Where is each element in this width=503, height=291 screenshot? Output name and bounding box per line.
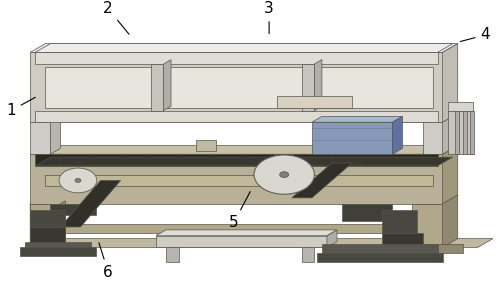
Text: 1: 1 bbox=[6, 97, 35, 118]
Polygon shape bbox=[30, 44, 458, 52]
Polygon shape bbox=[30, 227, 65, 244]
Polygon shape bbox=[50, 204, 96, 215]
Polygon shape bbox=[314, 60, 322, 111]
Ellipse shape bbox=[280, 172, 289, 178]
Polygon shape bbox=[327, 230, 337, 247]
Polygon shape bbox=[443, 44, 458, 122]
Polygon shape bbox=[35, 154, 438, 166]
Polygon shape bbox=[382, 233, 423, 250]
Text: 5: 5 bbox=[229, 191, 250, 230]
Polygon shape bbox=[45, 175, 433, 186]
Polygon shape bbox=[30, 146, 458, 154]
Polygon shape bbox=[151, 64, 163, 111]
Polygon shape bbox=[292, 163, 352, 198]
Polygon shape bbox=[302, 64, 314, 111]
Polygon shape bbox=[196, 140, 216, 151]
Polygon shape bbox=[448, 102, 473, 111]
Polygon shape bbox=[30, 239, 493, 247]
Polygon shape bbox=[423, 122, 443, 154]
Polygon shape bbox=[30, 52, 443, 122]
Polygon shape bbox=[392, 116, 402, 154]
Polygon shape bbox=[35, 157, 453, 166]
Polygon shape bbox=[156, 236, 327, 247]
Polygon shape bbox=[412, 204, 443, 247]
Polygon shape bbox=[30, 210, 65, 227]
Polygon shape bbox=[342, 204, 392, 221]
Polygon shape bbox=[382, 210, 417, 233]
Text: 3: 3 bbox=[264, 1, 274, 33]
Polygon shape bbox=[60, 201, 65, 247]
Polygon shape bbox=[20, 247, 96, 256]
Ellipse shape bbox=[75, 178, 81, 182]
Polygon shape bbox=[30, 154, 443, 204]
Polygon shape bbox=[156, 230, 337, 236]
Polygon shape bbox=[322, 244, 438, 256]
Polygon shape bbox=[35, 111, 438, 122]
Polygon shape bbox=[25, 244, 70, 253]
Text: 6: 6 bbox=[99, 243, 113, 280]
Polygon shape bbox=[302, 247, 314, 262]
Polygon shape bbox=[443, 113, 458, 154]
Polygon shape bbox=[470, 111, 474, 154]
Polygon shape bbox=[35, 44, 453, 52]
Polygon shape bbox=[312, 122, 392, 154]
Polygon shape bbox=[45, 67, 433, 108]
Polygon shape bbox=[30, 122, 50, 154]
Polygon shape bbox=[312, 116, 402, 122]
Polygon shape bbox=[166, 247, 179, 262]
Polygon shape bbox=[443, 146, 458, 204]
Text: 2: 2 bbox=[103, 1, 129, 34]
Polygon shape bbox=[30, 204, 60, 247]
Polygon shape bbox=[317, 253, 443, 262]
Polygon shape bbox=[443, 195, 458, 247]
Polygon shape bbox=[448, 111, 473, 154]
Polygon shape bbox=[30, 198, 40, 247]
Text: 4: 4 bbox=[460, 27, 490, 42]
Ellipse shape bbox=[59, 168, 97, 193]
Ellipse shape bbox=[254, 155, 314, 194]
Polygon shape bbox=[50, 224, 412, 233]
Polygon shape bbox=[463, 111, 467, 154]
Polygon shape bbox=[60, 180, 121, 227]
Polygon shape bbox=[455, 111, 459, 154]
Polygon shape bbox=[50, 116, 60, 154]
Polygon shape bbox=[35, 52, 438, 64]
Polygon shape bbox=[277, 96, 352, 108]
Polygon shape bbox=[25, 242, 91, 250]
Polygon shape bbox=[407, 244, 463, 253]
Polygon shape bbox=[163, 60, 171, 111]
